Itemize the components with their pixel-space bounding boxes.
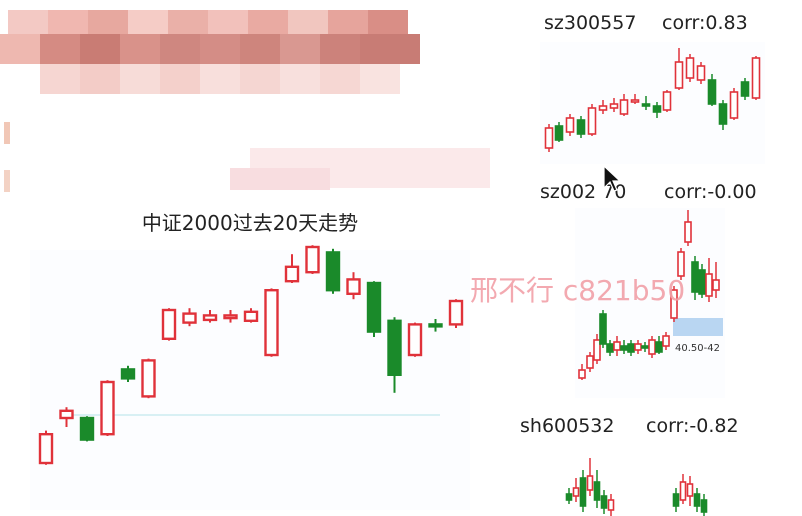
mini-candle xyxy=(572,478,580,502)
mini-candle xyxy=(586,458,594,496)
stock-2-candles xyxy=(578,210,720,380)
price-range-label: 40.50-42 xyxy=(675,343,720,354)
candle xyxy=(428,319,443,332)
mini-candle xyxy=(554,122,564,142)
mini-candle xyxy=(677,248,685,280)
mini-candle xyxy=(599,310,607,348)
main-candles xyxy=(38,245,464,465)
candle xyxy=(182,308,197,327)
candle xyxy=(284,254,300,283)
mini-candle xyxy=(679,474,687,504)
mini-candle xyxy=(578,364,586,380)
mini-candle xyxy=(712,262,720,298)
mini-candle xyxy=(587,104,597,136)
watermark-text: 邢不行 c821b50 xyxy=(470,274,685,307)
candle xyxy=(100,380,115,436)
mini-candle xyxy=(691,256,699,300)
mini-candle xyxy=(674,48,684,90)
candle xyxy=(346,272,361,300)
candle xyxy=(305,245,320,274)
stock-code-2: sz002 70 xyxy=(540,181,626,203)
mini-candle xyxy=(598,100,608,114)
mini-candle xyxy=(565,488,573,504)
mini-candle xyxy=(740,78,750,100)
mini-candle xyxy=(593,470,601,508)
candle xyxy=(79,416,95,442)
main-chart-title: 中证2000过去20天走势 xyxy=(142,211,358,235)
mini-candle xyxy=(751,56,761,100)
mini-candle xyxy=(685,54,695,82)
mini-candle xyxy=(670,286,678,322)
pixelated-header xyxy=(0,0,490,192)
stock-corr-2: corr:-0.00 xyxy=(664,181,757,203)
stock-1-candles xyxy=(544,48,761,152)
mini-candle xyxy=(593,334,601,364)
mini-candle xyxy=(672,488,680,512)
stock-panel-2: sz002 70 corr:-0.00 40.50-42 xyxy=(540,181,757,398)
mini-candle xyxy=(718,100,728,130)
stock-corr-1: corr:0.83 xyxy=(662,12,748,34)
mini-candle xyxy=(607,494,615,516)
stock-panel-3: sh600532 corr:-0.82 xyxy=(520,415,739,516)
mini-candle xyxy=(565,114,575,136)
mini-candle xyxy=(729,88,739,120)
candle xyxy=(264,288,279,357)
mini-candle xyxy=(579,470,587,512)
mini-candle xyxy=(686,476,694,506)
mini-candle xyxy=(641,342,649,352)
mini-candle xyxy=(662,332,670,350)
mini-candle xyxy=(652,102,662,118)
mini-candle xyxy=(696,62,706,84)
candle xyxy=(387,317,402,393)
mouse-cursor-icon xyxy=(603,164,622,192)
mini-candle xyxy=(619,94,629,116)
mini-candle xyxy=(627,340,635,356)
mini-candle xyxy=(630,94,640,104)
mini-candle xyxy=(544,124,554,152)
mini-candle xyxy=(684,210,692,246)
mini-candle xyxy=(707,74,717,106)
mini-candle xyxy=(698,264,706,298)
stock-code-1: sz300557 xyxy=(544,12,636,34)
candle xyxy=(448,299,464,328)
mini-candle xyxy=(613,336,621,356)
mini-candle xyxy=(576,116,586,138)
mini-candle xyxy=(606,340,614,356)
mini-candle xyxy=(662,90,672,112)
price-highlight xyxy=(673,318,723,336)
mini-candle xyxy=(600,490,608,514)
candle xyxy=(120,365,136,382)
mini-candle xyxy=(705,258,713,302)
candle xyxy=(202,310,218,323)
candle xyxy=(59,407,74,427)
candle xyxy=(407,322,423,357)
mini-candle xyxy=(586,352,594,372)
mini-candle xyxy=(648,336,656,358)
main-chart: 中证2000过去20天走势 xyxy=(30,211,470,510)
candle xyxy=(325,248,341,294)
mini-candle xyxy=(641,96,651,110)
stock-corr-3: corr:-0.82 xyxy=(646,415,739,437)
stock-code-3: sh600532 xyxy=(520,415,614,437)
candle xyxy=(38,430,54,465)
mini-candle xyxy=(693,488,701,512)
candle xyxy=(141,358,156,399)
mini-candle xyxy=(634,340,642,354)
mini-candle xyxy=(655,336,663,354)
candle xyxy=(161,308,177,341)
mini-candle xyxy=(700,494,708,516)
mini-candle xyxy=(620,340,628,354)
candle xyxy=(366,281,382,337)
candle xyxy=(223,310,238,323)
candle xyxy=(243,308,259,323)
stock-3-candles xyxy=(565,458,708,516)
mini-candle xyxy=(609,98,619,112)
stock-panel-1: sz300557 corr:0.83 xyxy=(540,12,765,164)
